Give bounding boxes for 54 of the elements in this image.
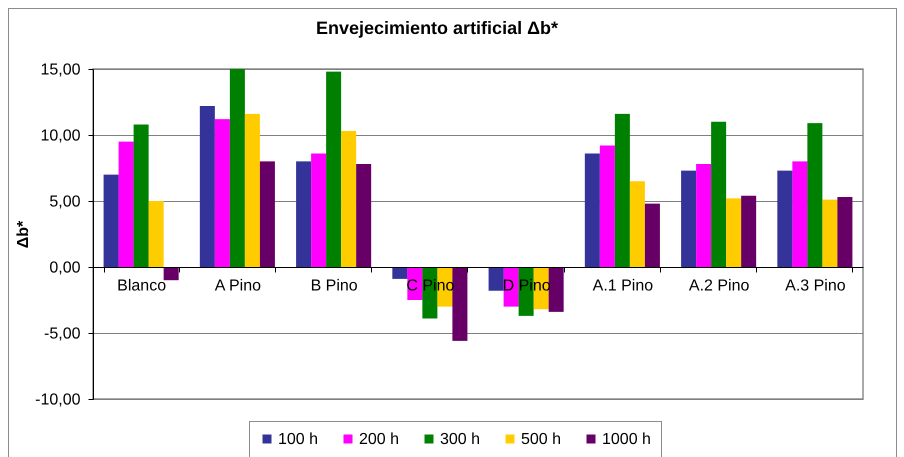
- x-tick-label: Blanco: [117, 278, 166, 294]
- y-tick-label: 5,00: [49, 194, 81, 210]
- bar: [696, 164, 712, 267]
- legend-label: 1000 h: [602, 431, 651, 448]
- bar: [214, 119, 230, 267]
- y-axis-title: Δb*: [15, 220, 32, 248]
- bar: [134, 124, 149, 267]
- bar: [148, 201, 164, 267]
- bar: [341, 131, 356, 267]
- bar: [741, 196, 756, 267]
- x-tick-label: B Pino: [310, 278, 358, 294]
- bar: [296, 161, 312, 267]
- bar: [452, 267, 468, 341]
- bar: [356, 164, 372, 267]
- bar: [260, 161, 275, 267]
- bar: [326, 72, 342, 267]
- bar: [104, 174, 119, 267]
- bar: [630, 181, 645, 267]
- bar: [837, 197, 852, 267]
- bar: [118, 142, 134, 267]
- legend-label: 100 h: [278, 431, 318, 448]
- y-tick-label: -10,00: [35, 392, 81, 408]
- bar: [230, 69, 245, 267]
- bar: [792, 161, 808, 267]
- bar: [244, 114, 260, 267]
- bar: [614, 114, 630, 267]
- bar: [311, 153, 326, 267]
- x-tick-label: D Pino: [502, 278, 551, 294]
- legend-label: 300 h: [440, 431, 480, 448]
- bar: [777, 170, 792, 267]
- bar: [600, 146, 615, 267]
- x-tick-label: A.3 Pino: [785, 278, 846, 294]
- bar: [681, 170, 696, 267]
- bar: [392, 267, 408, 279]
- legend-label: 500 h: [521, 431, 562, 448]
- y-tick-label: 0,00: [49, 260, 81, 276]
- bar: [711, 122, 726, 267]
- y-tick-label: 15,00: [40, 62, 81, 78]
- y-tick-label: -5,00: [44, 326, 81, 342]
- bar: [488, 267, 504, 291]
- x-tick-label: A.1 Pino: [592, 278, 654, 294]
- x-tick-label: A Pino: [214, 278, 262, 294]
- bar: [807, 123, 822, 267]
- y-tick-label: 10,00: [40, 128, 81, 144]
- bar: [548, 267, 564, 312]
- bar: [644, 204, 660, 267]
- bar: [726, 198, 742, 267]
- x-tick-label: A.2 Pino: [688, 278, 750, 294]
- bar: [822, 200, 838, 267]
- legend-label: 200 h: [359, 431, 400, 448]
- bar: [200, 106, 215, 267]
- bar: [164, 267, 179, 280]
- bar: [584, 153, 600, 267]
- chart-title: Envejecimiento artificial Δb*: [316, 18, 558, 38]
